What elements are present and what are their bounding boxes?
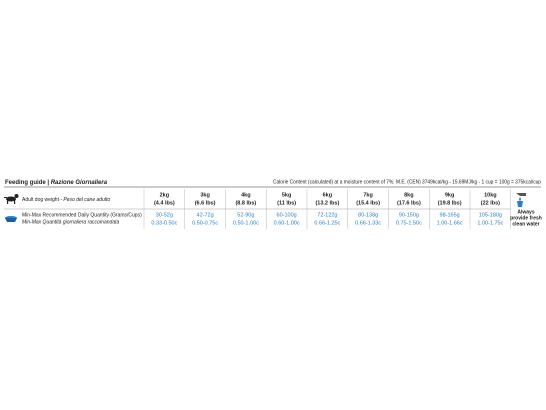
weight-lbs: (13.2 lbs) — [315, 200, 339, 206]
title: Feeding guide | Razione Giornaliera — [5, 180, 108, 186]
weight-lbs: (15.4 lbs) — [356, 200, 380, 206]
grams: 52-90g — [237, 212, 254, 218]
cups: 1.00-1.66c — [437, 220, 463, 226]
water-note: provide fresh — [510, 215, 542, 221]
grams: 80-138g — [358, 212, 378, 218]
weight-kg: 4kg — [241, 192, 250, 198]
weight-kg: 9kg — [445, 192, 454, 198]
cups: 0.33-0.50c — [151, 220, 177, 226]
calorie-note: Calorie Content (calculated) at a moistu… — [273, 179, 541, 185]
weight-kg: 5kg — [282, 192, 291, 198]
grams: 105-180g — [479, 212, 502, 218]
cups: 0.50-1.00c — [233, 220, 259, 226]
weight-lbs: (6.6 lbs) — [195, 200, 216, 206]
grams: 90-150g — [399, 212, 419, 218]
cups: 0.50-0.75c — [192, 220, 218, 226]
weight-lbs: (8.8 lbs) — [235, 200, 256, 206]
weight-kg: 2kg — [160, 192, 169, 198]
bowl-icon — [5, 216, 17, 222]
grams: 72-122g — [317, 212, 337, 218]
quantity-label-it: Min-Max Quantità giornaliera raccomandat… — [22, 219, 119, 225]
grams: 60-100g — [277, 212, 297, 218]
title-main: Feeding guide — [5, 180, 46, 186]
weight-lbs: (22 lbs) — [481, 200, 500, 206]
weight-lbs: (17.6 lbs) — [397, 200, 421, 206]
water-note: Always — [517, 209, 534, 215]
grams: 98-165g — [440, 212, 460, 218]
cups: 0.66-1.25c — [314, 220, 340, 226]
weight-kg: 3kg — [200, 192, 209, 198]
grams: 42-72g — [197, 212, 214, 218]
weight-label-it: - Peso del cane adulto — [60, 197, 110, 203]
weight-kg: 8kg — [404, 192, 413, 198]
weight-kg: 7kg — [363, 192, 372, 198]
water-note: clean water — [512, 221, 539, 227]
weight-kg: 6kg — [323, 192, 332, 198]
cups: 0.60-1.00c — [274, 220, 300, 226]
water-icon — [516, 193, 526, 207]
weight-label-en: Adult dog weight — [22, 197, 60, 203]
weight-lbs: (4.4 lbs) — [154, 200, 175, 206]
quantity-label: Min-Max Recommended Daily Quantity (Gram… — [22, 212, 142, 218]
weight-label: Adult dog weight - Peso del cane adulto — [22, 197, 110, 203]
cups: 1.00-1.75c — [477, 220, 503, 226]
weight-kg: 10kg — [484, 192, 497, 198]
grams: 30-52g — [156, 212, 173, 218]
title-sub: Razione Giornaliera — [51, 180, 108, 186]
title-separator: | — [47, 180, 49, 186]
weight-lbs: (19.8 lbs) — [438, 200, 462, 206]
dog-icon — [4, 194, 19, 204]
cups: 0.66-1.33c — [355, 220, 381, 226]
cups: 0.75-1.50c — [396, 220, 422, 226]
weight-lbs: (11 lbs) — [277, 200, 296, 206]
